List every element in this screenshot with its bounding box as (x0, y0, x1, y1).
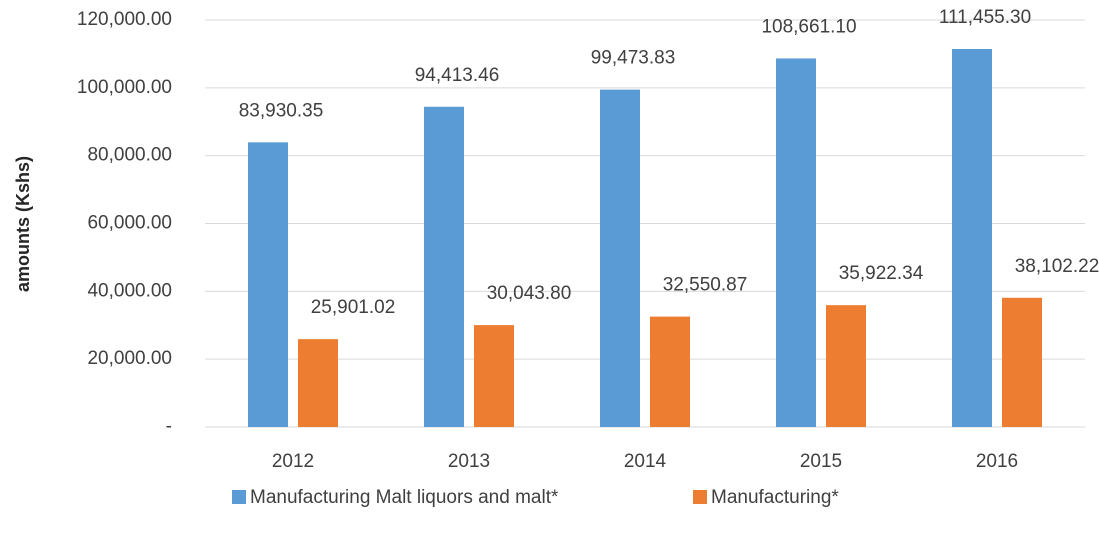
y-tick-label: 120,000.00 (77, 9, 172, 30)
bar (600, 89, 640, 428)
data-label: 35,922.34 (839, 263, 924, 284)
bar (952, 48, 992, 427)
legend-swatch (232, 490, 246, 504)
x-tick-label: 2013 (448, 451, 490, 472)
legend-swatch (693, 490, 707, 504)
data-label: 111,455.30 (939, 7, 1031, 28)
x-tick-label: 2014 (624, 451, 667, 472)
data-label: 83,930.35 (239, 100, 324, 121)
x-tick-label: 2012 (272, 451, 314, 472)
bar (424, 106, 464, 428)
legend-label: Manufacturing Malt liquors and malt* (250, 487, 559, 508)
data-label: 30,043.80 (487, 283, 572, 304)
data-label: 108,661.10 (761, 16, 856, 37)
y-tick-label: 20,000.00 (87, 348, 172, 369)
y-tick-label: 100,000.00 (77, 77, 172, 98)
data-label: 38,102.22 (1015, 256, 1099, 277)
y-tick-label: 60,000.00 (87, 213, 172, 234)
bar (776, 58, 816, 428)
bar (298, 339, 338, 427)
y-axis-label: amounts (Kshs) (13, 156, 33, 292)
x-tick-label: 2015 (800, 451, 842, 472)
data-label: 99,473.83 (591, 48, 676, 69)
bar (1002, 297, 1042, 427)
x-tick-label: 2016 (976, 451, 1018, 472)
data-label: 94,413.46 (415, 65, 500, 86)
data-label: 32,550.87 (663, 275, 748, 296)
bar (826, 305, 866, 427)
y-tick-label: - (166, 416, 172, 437)
bar (650, 316, 690, 427)
legend-label: Manufacturing* (711, 487, 839, 508)
bar (474, 325, 514, 427)
y-tick-label: 80,000.00 (87, 145, 172, 166)
bar (248, 142, 288, 427)
y-tick-label: 40,000.00 (87, 280, 172, 301)
data-label: 25,901.02 (311, 297, 396, 318)
